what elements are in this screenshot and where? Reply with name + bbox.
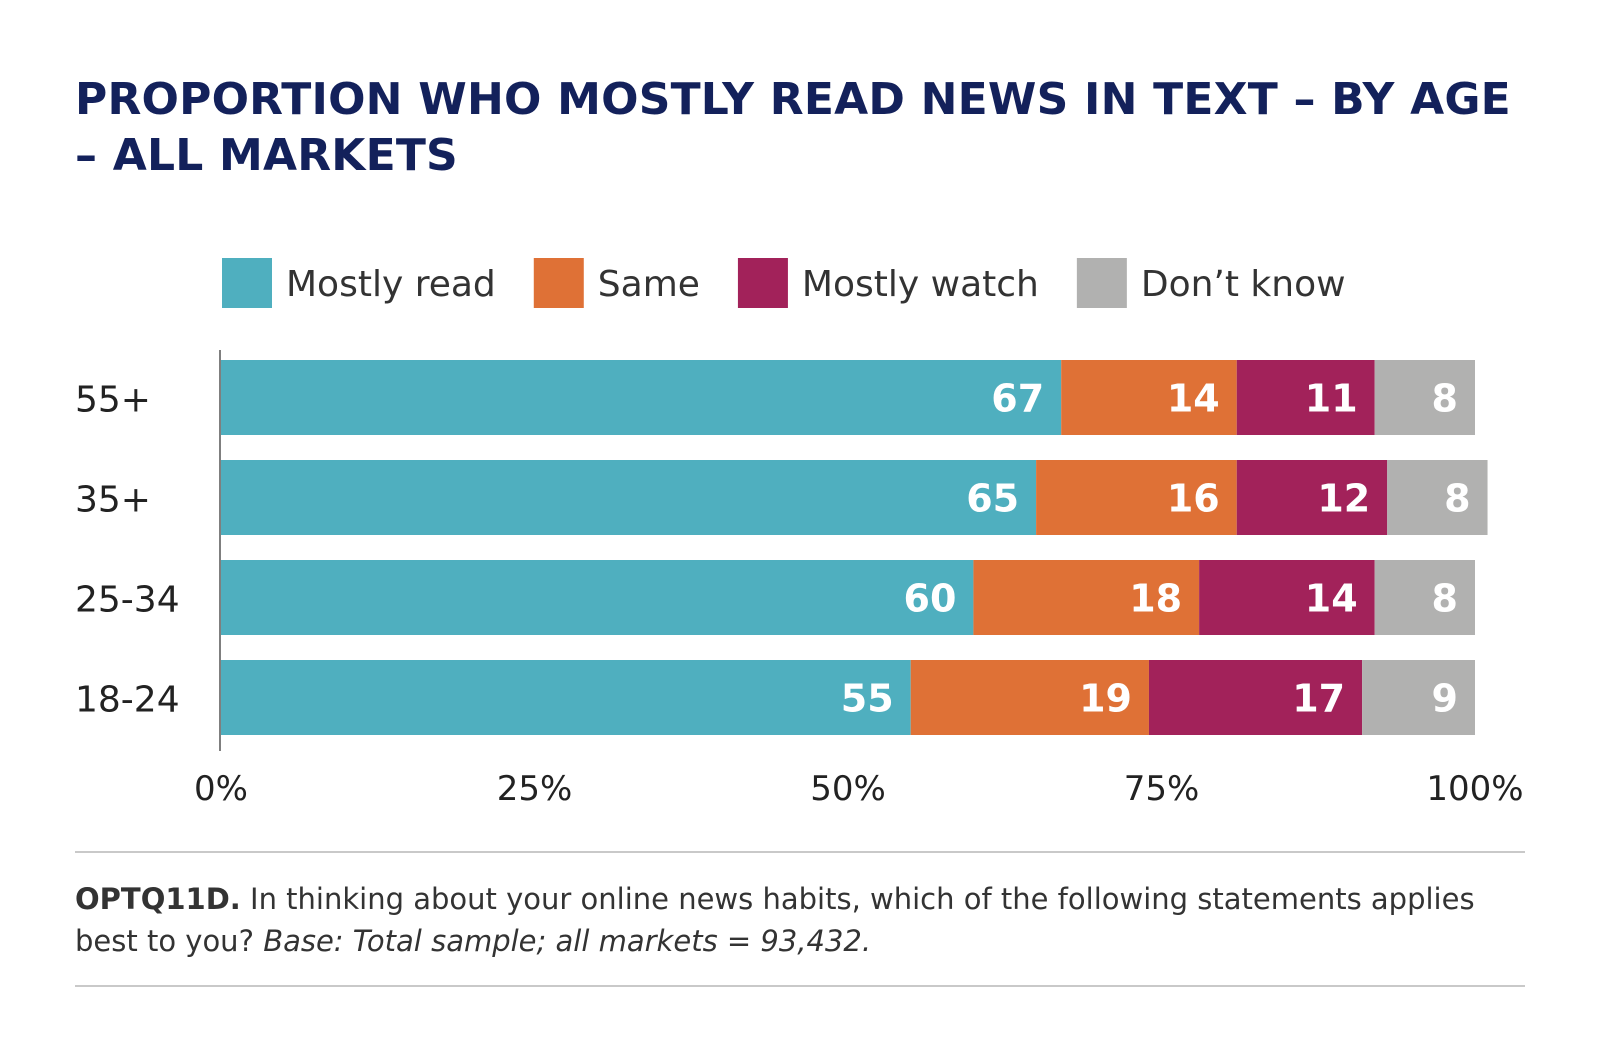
data-label-35-mostly-read: 65 — [966, 477, 1019, 521]
y-tick-label-35: 35+ — [75, 480, 151, 521]
x-tick-label-100: 100% — [1426, 769, 1523, 809]
bar-segment-25-34-don-t-know — [1374, 560, 1475, 635]
data-label-35-mostly-watch: 12 — [1317, 477, 1370, 521]
bar-segment-55-mostly-read — [221, 360, 1062, 435]
x-tick-label-25: 25% — [497, 769, 573, 809]
footnote-base: Base: Total sample; all markets = 93,432… — [263, 924, 872, 958]
legend-swatch-mostly-read — [222, 258, 272, 308]
y-axis-labels: 55+ 35+ 25-34 18-24 — [75, 380, 180, 721]
footnote: OPTQ11D. In thinking about your online n… — [75, 878, 1545, 962]
bar-segment-18-24-mostly-watch — [1148, 660, 1363, 735]
legend-label-don-t-know: Don’t know — [1141, 264, 1346, 305]
chart-title: PROPORTION WHO MOSTLY READ NEWS IN TEXT … — [75, 74, 1511, 181]
bars: 67 14 11 8 65 16 12 8 60 18 14 8 55 19 17 9 — [221, 360, 1488, 735]
y-tick-label-18-24: 18-24 — [75, 680, 180, 721]
bar-row-18-24: 55 19 17 9 — [221, 660, 1475, 735]
bar-segment-35-same — [1036, 460, 1237, 535]
footnote-top-rule — [75, 851, 1525, 853]
data-label-55-same: 14 — [1167, 377, 1220, 421]
data-label-55-mostly-watch: 11 — [1305, 377, 1358, 421]
data-label-18-24-mostly-read: 55 — [841, 677, 894, 721]
bar-segment-35-don-t-know — [1387, 460, 1488, 535]
bar-segment-55-same — [1061, 360, 1237, 435]
data-label-18-24-mostly-watch: 17 — [1292, 677, 1345, 721]
x-tick-label-75: 75% — [1124, 769, 1200, 809]
legend-label-mostly-read: Mostly read — [286, 264, 496, 305]
data-label-25-34-mostly-read: 60 — [904, 577, 957, 621]
bar-row-35: 65 16 12 8 — [221, 460, 1488, 535]
stacked-bar-chart: Mostly read Same Mostly watch Don’t know 67… — [75, 258, 1524, 809]
x-axis-labels: 0% 25% 50% 75% 100% — [194, 769, 1524, 809]
data-label-18-24-don-t-know: 9 — [1432, 677, 1458, 721]
data-label-55-mostly-read: 67 — [991, 377, 1044, 421]
legend-label-mostly-watch: Mostly watch — [802, 264, 1039, 305]
data-label-35-same: 16 — [1167, 477, 1220, 521]
bar-segment-55-don-t-know — [1374, 360, 1475, 435]
data-label-25-34-same: 18 — [1129, 577, 1182, 621]
legend: Mostly read Same Mostly watch Don’t know — [222, 258, 1346, 308]
bar-segment-55-mostly-watch — [1236, 360, 1375, 435]
bar-segment-25-34-mostly-watch — [1199, 560, 1375, 635]
x-tick-label-50: 50% — [810, 769, 886, 809]
legend-label-same: Same — [598, 264, 700, 305]
data-label-25-34-mostly-watch: 14 — [1305, 577, 1358, 621]
y-tick-label-55: 55+ — [75, 380, 151, 421]
bar-segment-25-34-same — [973, 560, 1200, 635]
bar-segment-18-24-same — [910, 660, 1149, 735]
bar-row-55: 67 14 11 8 — [221, 360, 1475, 435]
footnote-question-text: In thinking about your online news habit… — [75, 882, 1475, 958]
data-label-55-don-t-know: 8 — [1432, 377, 1458, 421]
y-tick-label-25-34: 25-34 — [75, 580, 180, 621]
bar-segment-18-24-don-t-know — [1362, 660, 1475, 735]
bar-segment-35-mostly-read — [221, 460, 1037, 535]
footnote-bottom-rule — [75, 985, 1525, 987]
data-label-35-don-t-know: 8 — [1444, 477, 1470, 521]
bar-row-25-34: 60 18 14 8 — [221, 560, 1475, 635]
legend-swatch-same — [533, 258, 584, 308]
bar-segment-18-24-mostly-read — [221, 660, 911, 735]
footnote-question-code: OPTQ11D. — [75, 882, 241, 916]
legend-swatch-don-t-know — [1076, 258, 1127, 308]
bar-segment-25-34-mostly-read — [221, 560, 974, 635]
legend-swatch-mostly-watch — [737, 258, 788, 308]
data-label-25-34-don-t-know: 8 — [1432, 577, 1458, 621]
x-tick-label-0: 0% — [194, 769, 248, 809]
bar-segment-35-mostly-watch — [1236, 460, 1388, 535]
data-label-18-24-same: 19 — [1079, 677, 1132, 721]
